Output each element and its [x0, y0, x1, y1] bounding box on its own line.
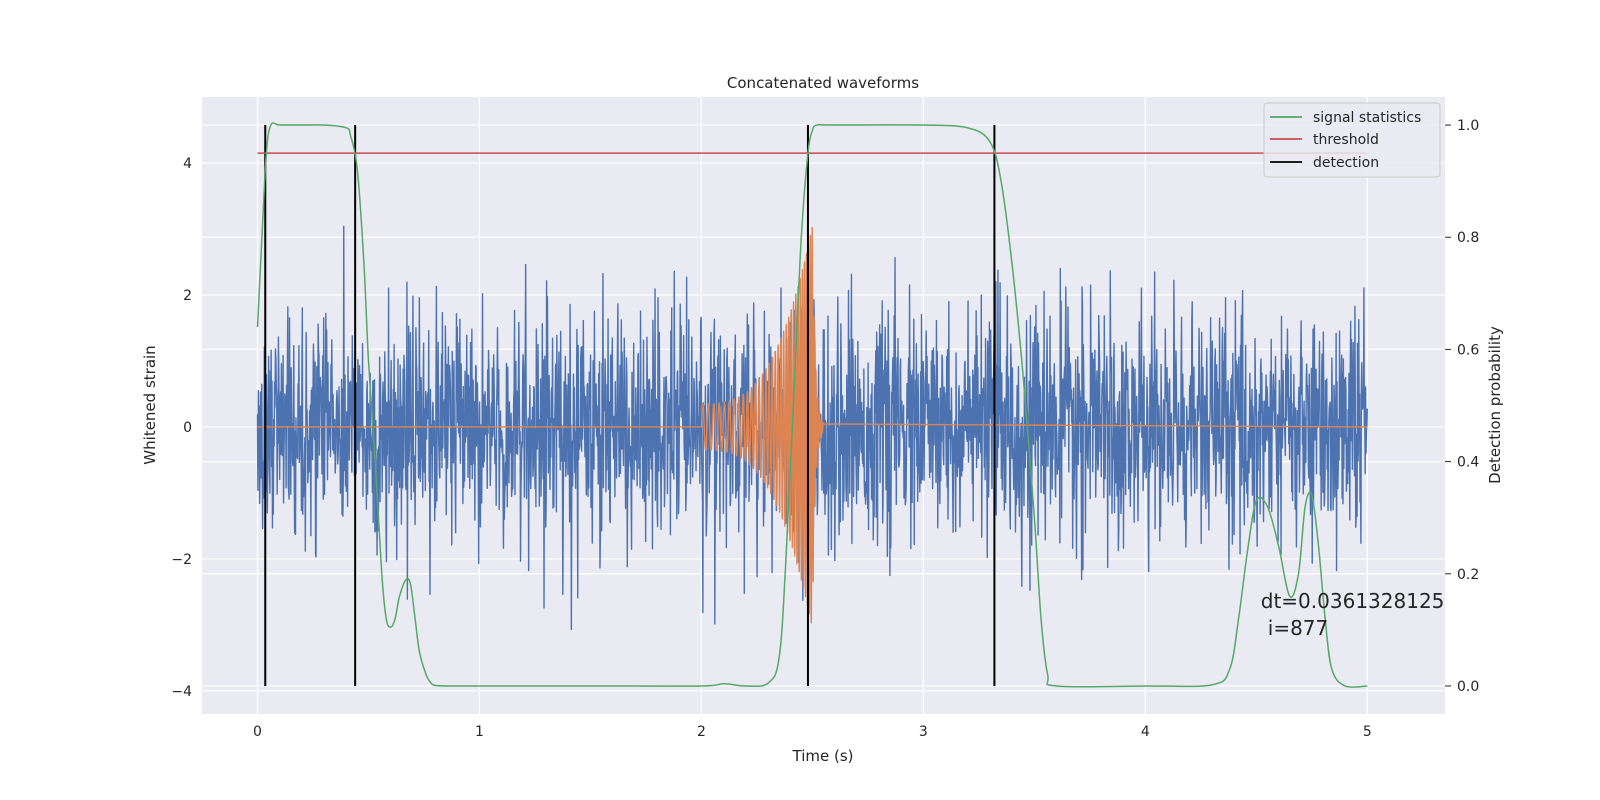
y2-tick-label: 0.8 [1457, 230, 1479, 246]
legend-label-threshold: threshold [1313, 132, 1379, 148]
y2-tick-label: 0.4 [1457, 455, 1479, 471]
y2-tick-label: 0.6 [1457, 342, 1479, 358]
signal-statistics-line [256, 122, 1368, 688]
y-tick-label: 2 [183, 288, 192, 304]
x-axis-label: Time (s) [792, 747, 854, 765]
waveform-line [257, 226, 1368, 624]
y2-axis-label: Detection probability [1486, 326, 1504, 484]
x-tick-label: 1 [475, 724, 484, 740]
y2-tick-label: 1.0 [1457, 118, 1479, 134]
legend-label-signal-statistics: signal statistics [1313, 110, 1421, 126]
y2-tick-label: 0.0 [1457, 679, 1479, 695]
legend-label-detection: detection [1313, 155, 1379, 171]
x-tick-label: 5 [1363, 724, 1372, 740]
legend: signal statistics threshold detection [1263, 102, 1441, 178]
y-tick-label: 0 [183, 420, 192, 436]
y-tick-label: −4 [171, 684, 192, 700]
x-tick-label: 2 [697, 724, 706, 740]
y-tick-label: −2 [171, 552, 192, 568]
y-tick-label: 4 [183, 156, 192, 172]
y2-axis-ticks: 0.0 0.2 0.4 0.6 0.8 1.0 [1445, 118, 1479, 695]
x-axis-ticks: 0 1 2 3 4 5 [253, 724, 1372, 740]
chart-title: Concatenated waveforms [727, 74, 919, 92]
legend-box [1263, 102, 1441, 178]
detection-lines [264, 125, 996, 686]
y2-tick-label: 0.2 [1457, 567, 1479, 583]
x-tick-label: 0 [253, 724, 262, 740]
annotation-index: i=877 [1268, 616, 1329, 640]
x-tick-label: 3 [919, 724, 928, 740]
x-tick-label: 4 [1141, 724, 1150, 740]
y-axis-ticks: −4 −2 0 2 4 [171, 156, 192, 700]
annotation-dt: dt=0.0361328125 [1261, 589, 1445, 613]
y-axis-label: Whitened strain [141, 345, 159, 464]
